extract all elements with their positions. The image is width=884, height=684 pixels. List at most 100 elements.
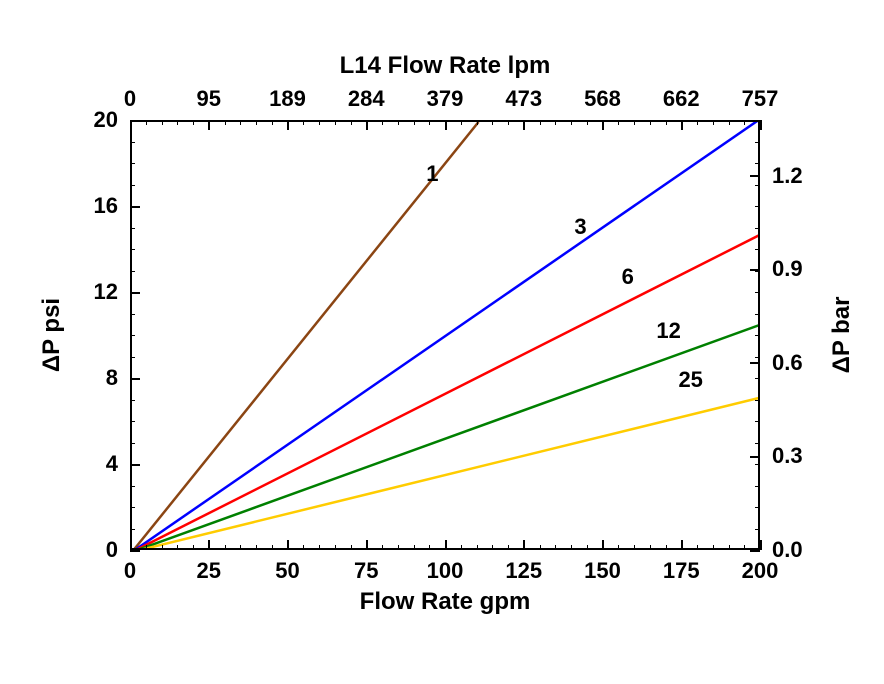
tick <box>303 545 304 550</box>
tick <box>272 120 273 125</box>
tick <box>755 228 760 229</box>
tick <box>130 185 135 186</box>
label: 20 <box>94 107 118 133</box>
tick <box>555 120 556 125</box>
label: 0.9 <box>772 256 803 282</box>
tick <box>587 120 588 125</box>
tick <box>755 249 760 250</box>
tick <box>618 545 619 550</box>
tick <box>755 185 760 186</box>
tick <box>477 545 478 550</box>
y-right-title: ΔP bar <box>828 297 856 374</box>
label: 175 <box>663 558 700 584</box>
tick <box>351 120 352 125</box>
tick <box>225 545 226 550</box>
label: 189 <box>269 86 306 112</box>
tick <box>398 120 399 125</box>
tick <box>750 269 760 271</box>
tick <box>208 540 210 550</box>
tick <box>130 314 135 315</box>
tick <box>523 120 525 130</box>
tick <box>225 120 226 125</box>
tick <box>398 545 399 550</box>
tick <box>130 357 135 358</box>
tick <box>193 120 194 125</box>
tick <box>697 120 698 125</box>
tick <box>445 540 447 550</box>
tick <box>272 545 273 550</box>
tick <box>713 545 714 550</box>
tick <box>571 120 572 125</box>
tick <box>697 545 698 550</box>
tick <box>744 120 745 125</box>
label: 4 <box>106 451 118 477</box>
label: 1.2 <box>772 163 803 189</box>
label: 473 <box>505 86 542 112</box>
tick <box>130 120 132 130</box>
tick <box>755 314 760 315</box>
tick <box>287 120 289 130</box>
tick <box>130 292 140 294</box>
x-top-title: L14 Flow Rate lpm <box>340 52 551 80</box>
tick <box>130 550 140 552</box>
tick <box>540 120 541 125</box>
tick <box>366 120 368 130</box>
tick <box>177 120 178 125</box>
tick <box>130 163 135 164</box>
tick <box>130 378 140 380</box>
tick <box>130 120 140 122</box>
tick <box>744 545 745 550</box>
series-6 <box>132 234 760 550</box>
tick <box>750 362 760 364</box>
label: 0.3 <box>772 443 803 469</box>
tick <box>130 486 135 487</box>
series-label-12: 12 <box>656 318 680 344</box>
label: 379 <box>427 86 464 112</box>
tick <box>755 206 760 207</box>
tick <box>681 540 683 550</box>
tick <box>755 357 760 358</box>
tick <box>666 545 667 550</box>
label: 284 <box>348 86 385 112</box>
tick <box>508 120 509 125</box>
tick <box>750 456 760 458</box>
label: 662 <box>663 86 700 112</box>
label: 0.0 <box>772 537 803 563</box>
tick <box>755 443 760 444</box>
series-label-3: 3 <box>574 214 586 240</box>
tick <box>146 120 147 125</box>
tick <box>650 545 651 550</box>
tick <box>130 271 135 272</box>
tick <box>492 120 493 125</box>
tick <box>555 545 556 550</box>
tick <box>256 545 257 550</box>
tick <box>729 120 730 125</box>
tick <box>335 120 336 125</box>
label: 568 <box>584 86 621 112</box>
tick <box>755 400 760 401</box>
tick <box>193 545 194 550</box>
tick <box>208 120 210 130</box>
tick <box>755 163 760 164</box>
series-label-6: 6 <box>622 264 634 290</box>
tick <box>303 120 304 125</box>
tick <box>755 507 760 508</box>
label: 0 <box>106 537 118 563</box>
tick <box>130 464 140 466</box>
tick <box>618 120 619 125</box>
tick <box>382 120 383 125</box>
tick <box>760 120 762 130</box>
tick <box>429 545 430 550</box>
tick <box>492 545 493 550</box>
tick <box>240 545 241 550</box>
label: 0 <box>124 558 136 584</box>
tick <box>713 120 714 125</box>
tick <box>755 292 760 293</box>
label: 75 <box>354 558 378 584</box>
label: 0 <box>124 86 136 112</box>
label: 95 <box>197 86 221 112</box>
tick <box>755 421 760 422</box>
tick <box>750 175 760 177</box>
y-left-title: ΔP psi <box>38 298 66 372</box>
label: 50 <box>275 558 299 584</box>
